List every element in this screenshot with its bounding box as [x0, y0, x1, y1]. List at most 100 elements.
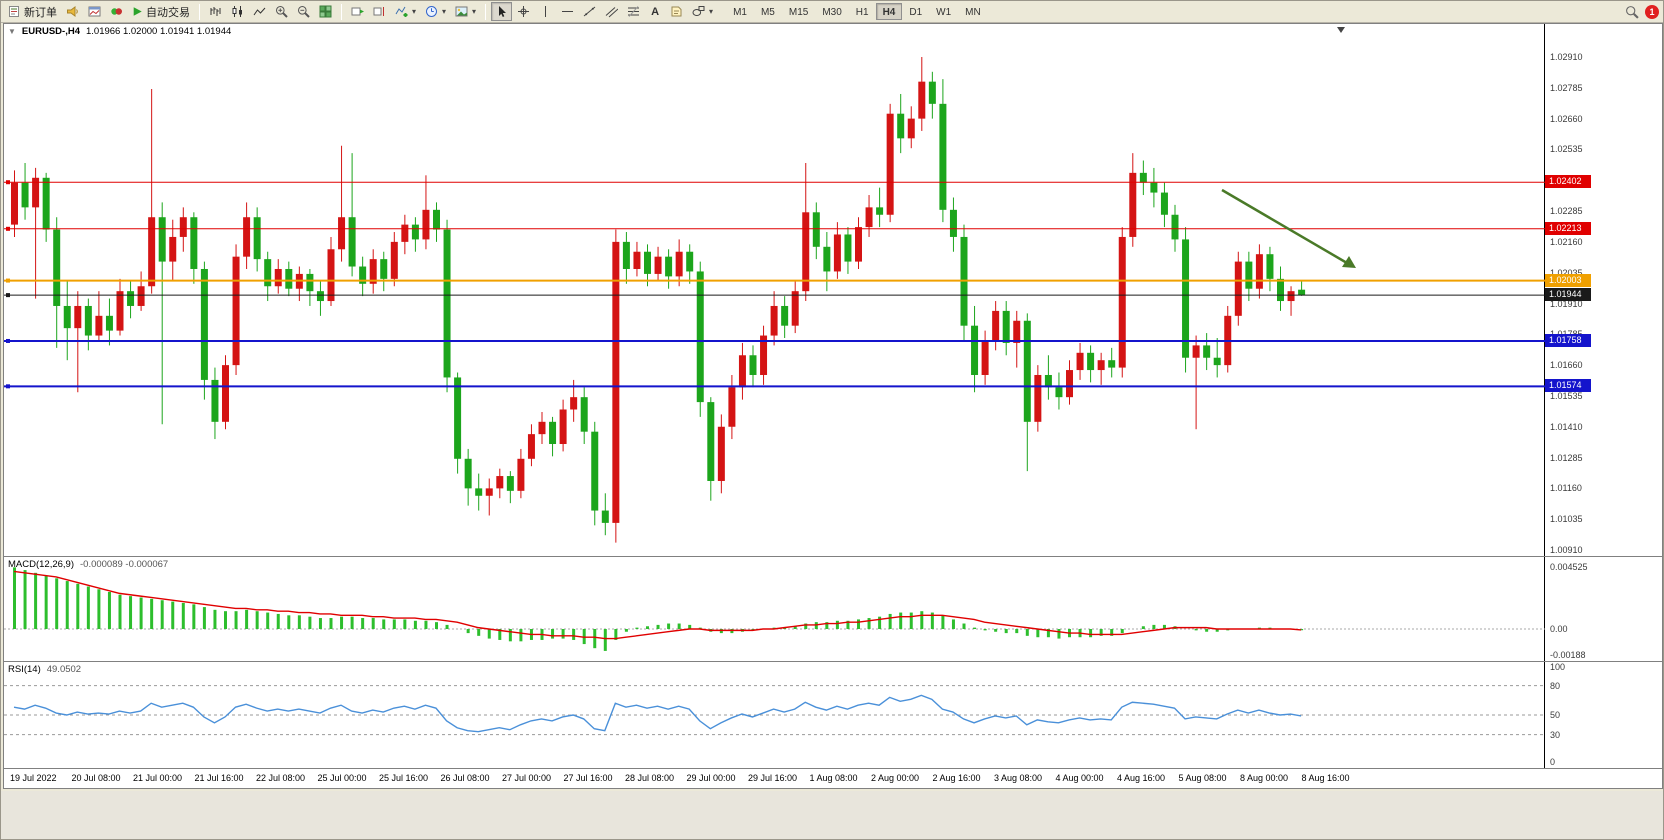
vertical-line-tool-button[interactable] [535, 2, 556, 21]
profiles-button[interactable] [84, 2, 105, 21]
bar-chart-button[interactable] [205, 2, 226, 21]
candle-body [1002, 310, 1010, 343]
timeframe-d1-button[interactable]: D1 [909, 7, 923, 18]
channel-tool-button[interactable] [601, 2, 622, 21]
candle-body [327, 249, 335, 302]
rsi-title: RSI(14) 49.0502 [8, 664, 81, 675]
candle-body [169, 236, 177, 262]
dropdown-arrow-icon: ▾ [412, 7, 417, 16]
candle-body [1108, 360, 1116, 368]
price-level-tag[interactable]: 1.02402 [1545, 175, 1591, 189]
crosshair-tool-button[interactable] [513, 2, 534, 21]
timeframe-m1-button[interactable]: M1 [733, 7, 747, 18]
rsi-value: 49.0502 [46, 664, 82, 675]
candle-body [1139, 172, 1147, 183]
candle-body [222, 365, 229, 422]
candle-body [475, 488, 483, 496]
time-axis[interactable]: 19 Jul 2022 20 Jul 08:00 21 Jul 00:00 21 Ju… [4, 769, 1662, 787]
level-anchor [6, 338, 10, 343]
rsi-axis-label: 100 [1550, 662, 1566, 672]
collapse-arrow-icon[interactable]: ▼ [8, 27, 16, 36]
macd-canvas[interactable] [4, 557, 1545, 661]
price-level-tag[interactable]: 1.01758 [1545, 333, 1591, 347]
notification-badge[interactable]: 1 [1645, 5, 1659, 19]
timeframe-m5-button[interactable]: M5 [760, 7, 775, 18]
tile-windows-button[interactable] [315, 2, 336, 21]
line-chart-button[interactable] [249, 2, 270, 21]
candle-body [939, 103, 947, 210]
auto-scroll-button[interactable] [347, 2, 368, 21]
candle-body [369, 259, 377, 284]
candle-body [179, 217, 187, 237]
alerts-button[interactable] [62, 2, 83, 21]
rsi-canvas[interactable] [4, 662, 1545, 768]
zoom-in-button[interactable] [271, 2, 292, 21]
candle-body [622, 241, 630, 269]
arrow-label-tool-button[interactable] [666, 2, 687, 21]
price-level-tag[interactable]: 1.01574 [1545, 379, 1591, 393]
shapes-tool-button[interactable]: ▾ [688, 2, 717, 21]
candle-body [338, 217, 346, 250]
search-icon[interactable] [1625, 5, 1639, 19]
timeframe-m30-button[interactable]: M30 [822, 7, 842, 18]
vertical-line-icon [539, 5, 552, 18]
trend-arrow-head [1342, 256, 1356, 268]
fibonacci-tool-button[interactable] [623, 2, 644, 21]
macd-plot[interactable]: MACD(12,26,9) -0.000089 -0.000067 [4, 557, 1545, 661]
candle-body [1034, 374, 1042, 422]
candle-body [264, 259, 272, 287]
price-tick: 1.02285 [1550, 206, 1583, 217]
rsi-plot[interactable]: RSI(14) 49.0502 [4, 662, 1545, 768]
price-level-tag[interactable]: 1.02213 [1545, 221, 1591, 235]
candle-body [464, 458, 472, 489]
macd-panel: MACD(12,26,9) -0.000089 -0.000067 0.0045… [4, 557, 1662, 662]
candle-body [485, 488, 493, 496]
candle-body [654, 256, 662, 274]
toolbar: 新订单 自动交易 [1, 1, 1663, 23]
auto-trading-play-icon [132, 6, 143, 17]
price-chart-plot[interactable]: ▼ EURUSD-,H4 1.01966 1.02000 1.01941 1.0… [4, 24, 1545, 556]
candle-body [644, 251, 651, 274]
price-level-tag[interactable]: 1.01944 [1545, 288, 1591, 302]
candle-body [1055, 387, 1063, 398]
periods-button[interactable]: ▾ [421, 2, 450, 21]
indicators-button[interactable]: ▾ [391, 2, 420, 21]
candle-body [401, 224, 409, 242]
timeframe-h4-button[interactable]: H4 [875, 3, 903, 20]
chart-shift-marker-icon [1337, 27, 1345, 33]
timeframe-w1-button[interactable]: W1 [936, 7, 952, 18]
rsi-panel: RSI(14) 49.0502 100 80 50 30 0 [4, 662, 1662, 769]
zoom-out-button[interactable] [293, 2, 314, 21]
cycle-button[interactable] [106, 2, 127, 21]
candle-body [443, 229, 451, 378]
chart-shift-button[interactable] [369, 2, 390, 21]
price-chart-canvas[interactable] [4, 24, 1545, 556]
window-bottom-strip [1, 791, 1663, 839]
cursor-icon [495, 5, 508, 18]
auto-trading-button[interactable]: 自动交易 [128, 2, 194, 21]
cursor-tool-button[interactable] [491, 2, 513, 21]
timeframe-m15-button[interactable]: M15 [788, 7, 809, 18]
price-tick: 1.02785 [1550, 82, 1583, 93]
timeframe-h1-button[interactable]: H1 [855, 7, 869, 18]
new-order-button[interactable]: 新订单 [4, 2, 61, 21]
templates-button[interactable]: ▾ [451, 2, 480, 21]
periods-clock-icon [425, 5, 438, 18]
timeframe-mn-button[interactable]: MN [965, 7, 981, 18]
time-axis-label: 5 Aug 08:00 [1178, 773, 1227, 783]
price-level-tag[interactable]: 1.02003 [1545, 273, 1591, 287]
text-tool-button[interactable]: A [645, 2, 665, 21]
candle-body [1255, 254, 1263, 289]
candle-body [855, 227, 862, 262]
horizontal-line-tool-button[interactable] [557, 2, 578, 21]
candle-body [886, 113, 894, 215]
price-tick: 1.01910 [1550, 298, 1583, 309]
price-tick: 1.01035 [1550, 514, 1583, 525]
trendline-tool-button[interactable] [579, 2, 600, 21]
candlestick-chart-button[interactable] [227, 2, 248, 21]
time-axis-label: 8 Aug 16:00 [1301, 773, 1350, 783]
candle-body [1234, 261, 1242, 316]
candle-body [1245, 261, 1253, 289]
trend-arrow-line[interactable] [1221, 188, 1348, 265]
